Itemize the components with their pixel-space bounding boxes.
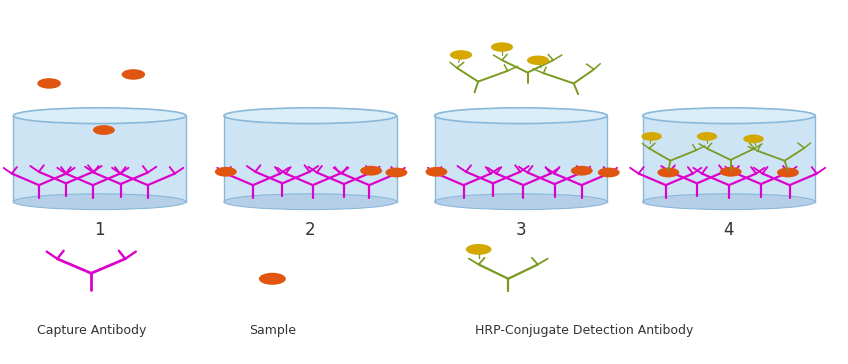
Ellipse shape (224, 194, 397, 210)
Text: Sample: Sample (248, 324, 296, 337)
Ellipse shape (697, 132, 717, 141)
Text: 1: 1 (94, 221, 105, 240)
Ellipse shape (426, 167, 448, 177)
Polygon shape (643, 116, 815, 202)
Text: Capture Antibody: Capture Antibody (36, 324, 146, 337)
Ellipse shape (527, 56, 550, 65)
Ellipse shape (14, 108, 186, 123)
Ellipse shape (466, 244, 492, 255)
Ellipse shape (93, 125, 114, 135)
Ellipse shape (14, 194, 186, 210)
Ellipse shape (386, 167, 407, 177)
Ellipse shape (641, 132, 662, 141)
Text: 4: 4 (723, 221, 734, 240)
Ellipse shape (434, 194, 607, 210)
Ellipse shape (121, 69, 145, 80)
Polygon shape (224, 116, 397, 202)
Ellipse shape (37, 78, 61, 89)
Ellipse shape (643, 108, 815, 123)
Ellipse shape (657, 167, 679, 177)
Ellipse shape (360, 166, 382, 175)
Ellipse shape (598, 167, 620, 177)
Ellipse shape (777, 167, 799, 177)
Polygon shape (14, 116, 186, 202)
Polygon shape (434, 116, 607, 202)
Ellipse shape (224, 108, 397, 123)
Ellipse shape (491, 42, 513, 52)
Ellipse shape (643, 194, 815, 210)
Text: 3: 3 (516, 221, 527, 240)
Text: 2: 2 (305, 221, 315, 240)
Ellipse shape (571, 166, 593, 175)
Ellipse shape (215, 167, 237, 177)
Ellipse shape (259, 273, 286, 285)
Ellipse shape (434, 108, 607, 123)
Ellipse shape (744, 135, 764, 143)
Ellipse shape (450, 50, 472, 60)
Ellipse shape (720, 167, 742, 177)
Text: HRP-Conjugate Detection Antibody: HRP-Conjugate Detection Antibody (475, 324, 694, 337)
